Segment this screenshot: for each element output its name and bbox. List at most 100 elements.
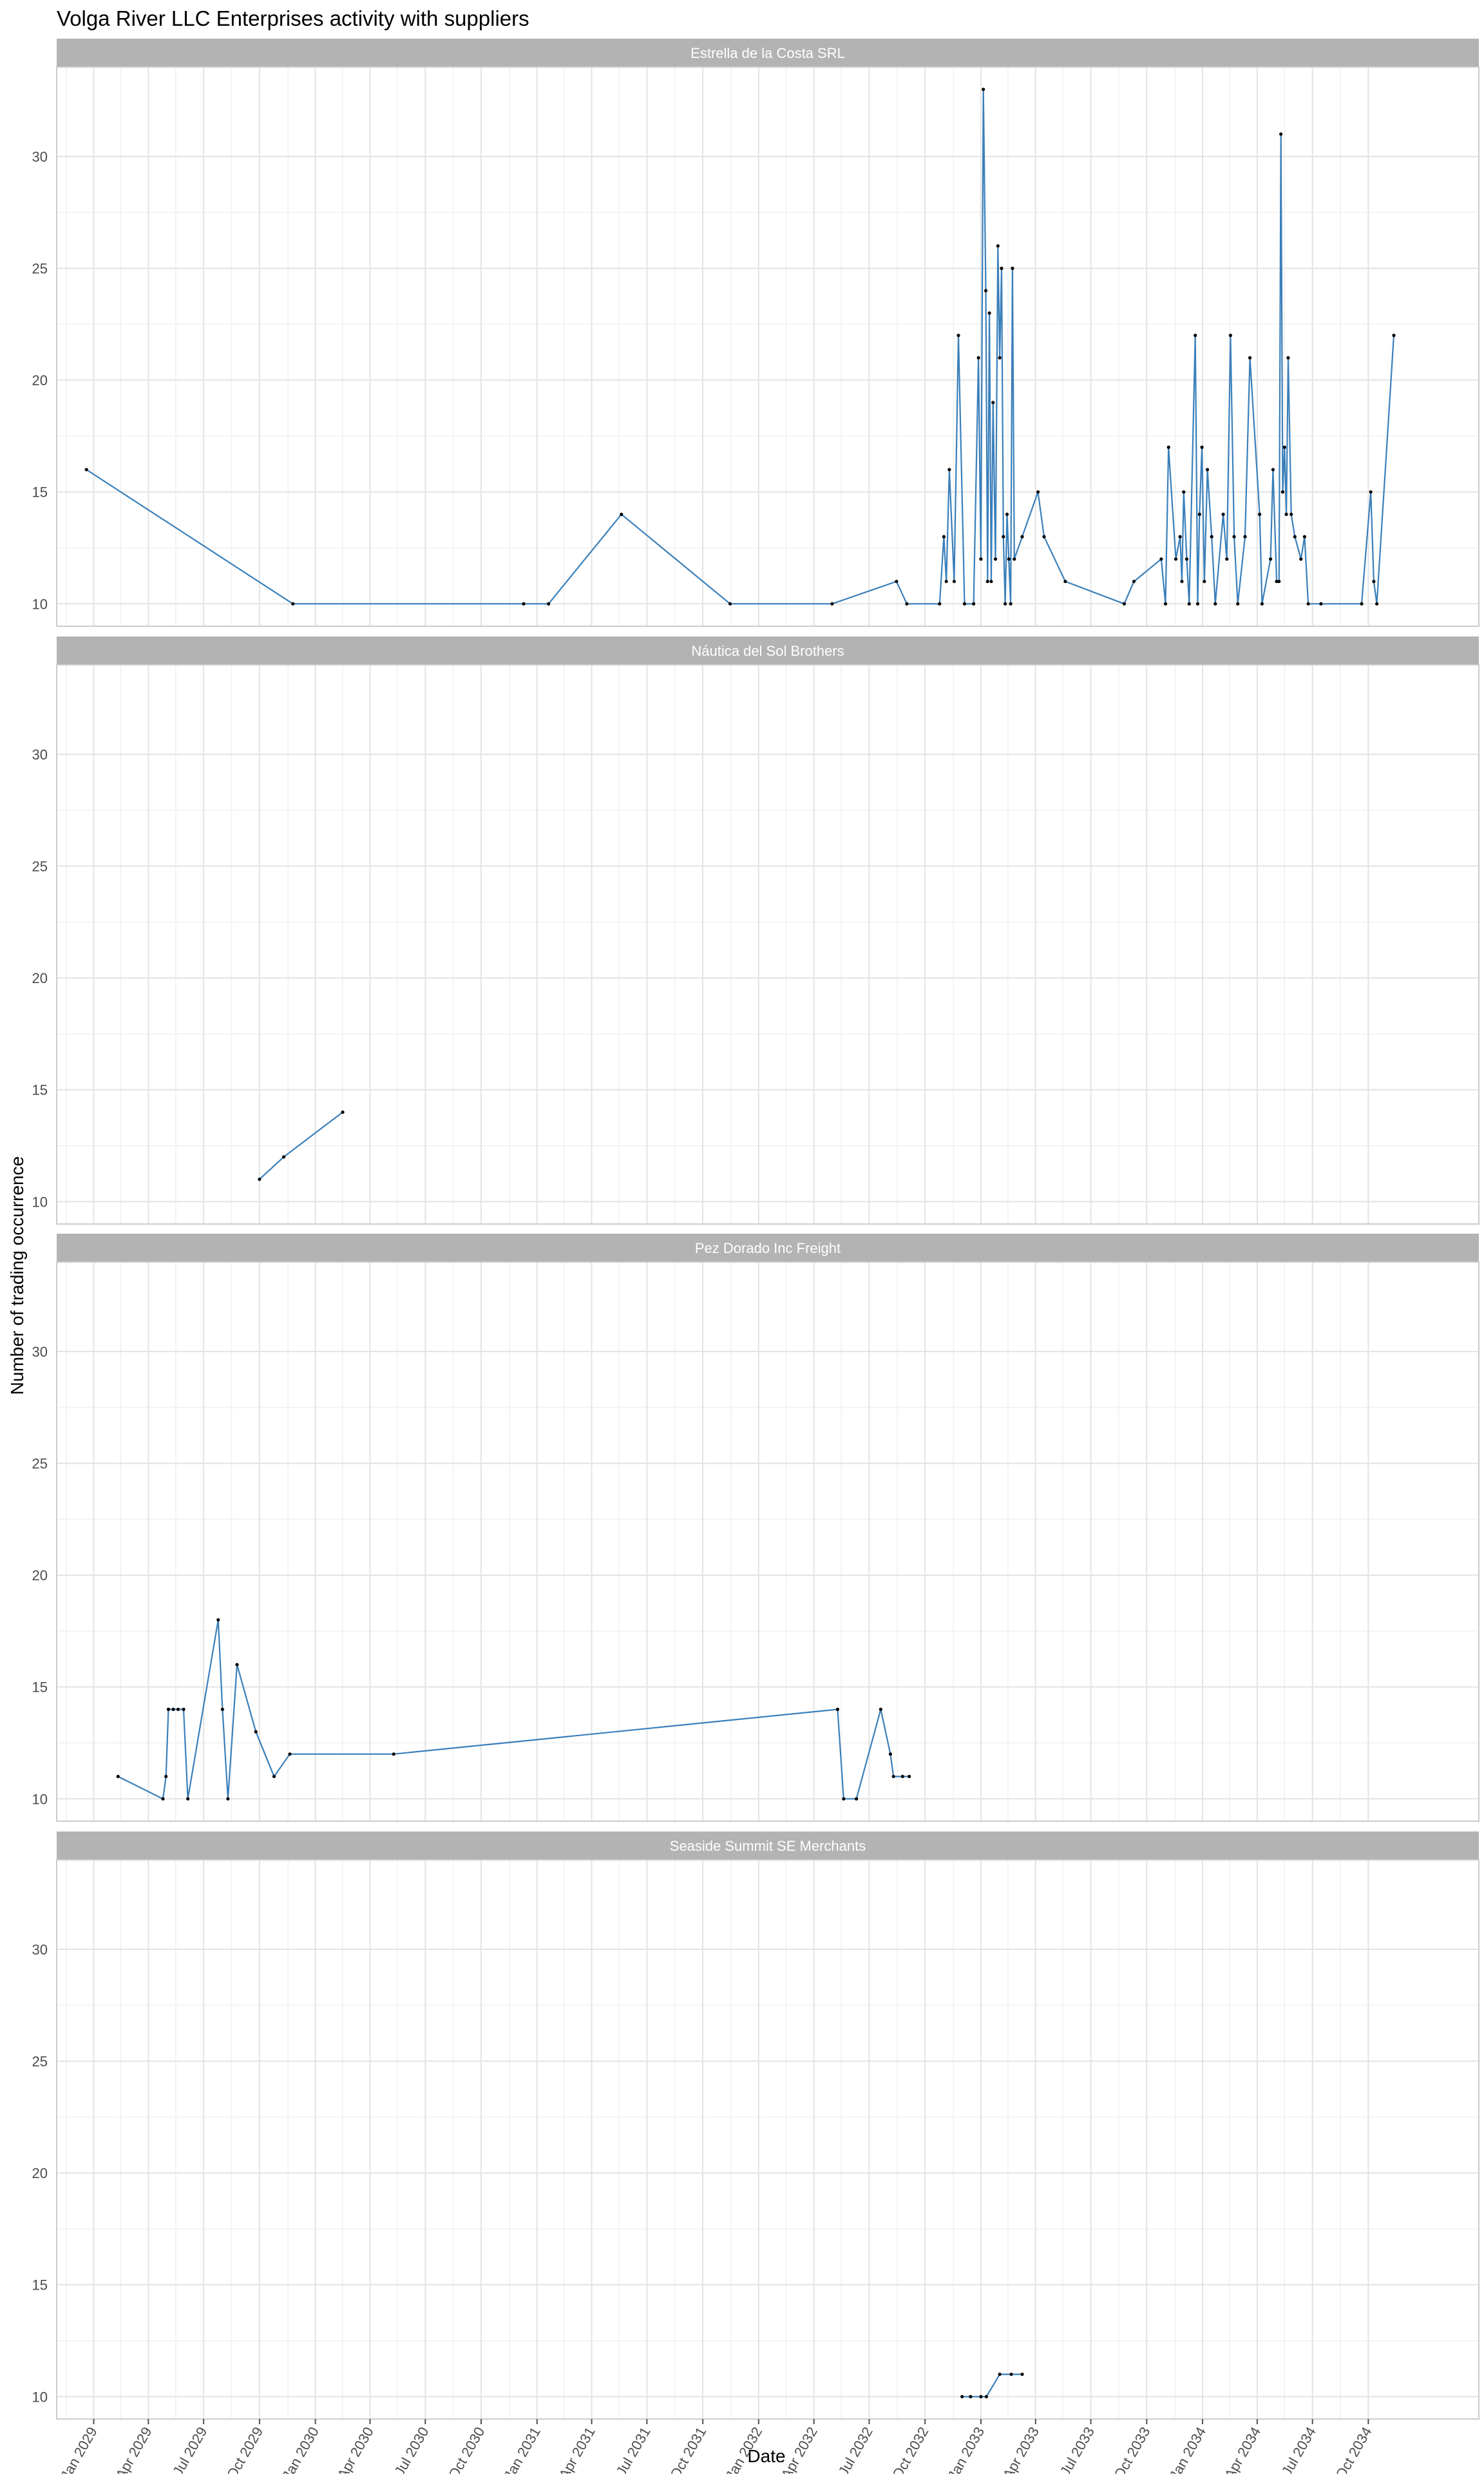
facet-panel: Seaside Summit SE Merchants 10 15 20 25 30 [32,1831,1479,2420]
data-point [993,557,998,561]
data-point [996,244,1000,248]
y-tick-label: 15 [32,484,48,501]
data-point [1013,557,1016,561]
data-point [1258,512,1262,517]
data-point [84,468,88,472]
y-tick-label: 20 [32,1567,48,1583]
data-point [1275,579,1279,584]
y-tick-label: 20 [32,372,48,388]
chart-title: Volga River LLC Enterprises activity wit… [57,6,529,30]
data-point [842,1797,846,1801]
data-point [938,602,942,606]
data-point [226,1797,230,1801]
y-tick-label: 30 [32,149,48,165]
data-point [291,602,295,606]
data-point [216,1618,220,1622]
data-point [1286,356,1290,359]
data-point [1282,445,1286,449]
panel-border [56,1261,1479,1822]
data-point [522,602,526,606]
y-tick-label: 20 [32,2165,48,2181]
data-point [979,557,983,561]
data-point [1036,490,1040,494]
y-tick-label: 10 [32,596,48,612]
data-point [835,1707,840,1711]
data-point [1009,602,1013,606]
data-point [166,1707,171,1711]
facet-strip [57,636,1479,665]
y-tick-label: 15 [32,1082,48,1098]
data-point [1299,557,1303,561]
data-point [1132,579,1136,584]
data-point [1279,132,1283,136]
data-point [1289,512,1293,517]
data-point [1178,535,1182,539]
data-point [1306,602,1310,606]
data-point [960,2395,964,2398]
data-point [1002,535,1005,539]
data-point [272,1774,276,1779]
data-point [1180,579,1184,584]
data-point [962,602,967,606]
data-point [1205,468,1210,472]
data-point [1174,557,1178,561]
data-point [1236,602,1240,606]
data-point [900,1774,904,1779]
data-point [952,579,956,584]
data-point [1221,512,1225,517]
y-tick-label: 10 [32,1791,48,1807]
data-point [998,356,1002,359]
data-point [1009,2372,1013,2377]
panel-border [56,664,1479,1225]
data-point [392,1752,395,1756]
data-point [888,1752,893,1756]
data-point [1260,602,1264,606]
data-point [998,2372,1002,2377]
facet-strip [57,39,1479,67]
data-point [1248,356,1252,359]
data-point [1166,445,1170,449]
facet-panel: Estrella de la Costa SRL 10 15 20 25 30 [32,39,1479,627]
facet-strip [57,1831,1479,1860]
data-point [171,1707,175,1711]
y-tick-label: 30 [32,1942,48,1958]
x-axis-label: Date [747,2446,785,2466]
data-point [1063,579,1067,584]
data-point [984,2395,989,2398]
data-point [1369,490,1373,494]
data-point [620,512,623,517]
data-point [1020,2372,1024,2377]
data-point [855,1797,859,1801]
data-point [969,2395,973,2398]
data-point [1302,535,1307,539]
data-point [116,1774,120,1779]
y-axis-label: Number of trading occurrence [7,1156,27,1395]
data-point [1007,557,1011,561]
data-point [891,1774,895,1779]
data-point [1210,535,1213,539]
facet-panel: Pez Dorado Inc Freight 10 15 20 25 30 [32,1234,1479,1822]
data-point [944,579,948,584]
data-point [982,88,985,91]
y-tick-label: 20 [32,970,48,986]
data-point [1195,602,1200,606]
data-point [1020,535,1024,539]
data-point [1243,535,1247,539]
data-point [985,579,989,584]
data-point [1194,334,1197,338]
data-point [989,579,993,584]
y-tick-label: 30 [32,1344,48,1360]
y-tick-label: 15 [32,2277,48,2293]
data-point [164,1774,168,1779]
data-point [984,289,988,292]
y-tick-label: 15 [32,1679,48,1696]
data-point [1375,602,1379,606]
y-tick-label: 25 [32,1455,48,1471]
data-point [1000,266,1004,271]
data-point [1187,602,1191,606]
facet-strip-label: Pez Dorado Inc Freight [695,1240,841,1256]
data-point [1004,602,1007,606]
data-point [1372,579,1376,584]
y-tick-label: 25 [32,858,48,874]
